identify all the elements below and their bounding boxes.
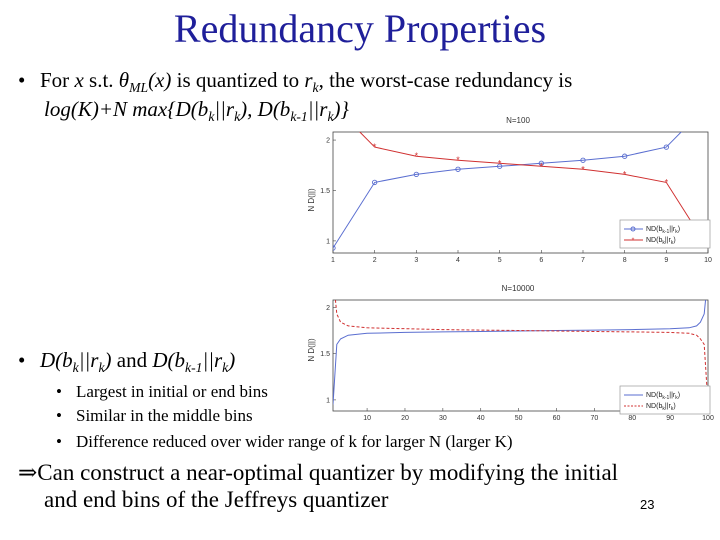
plot-n10000-ticks: 10 20 30 40 50 60 70 80 90 100 1 1.5 2 bbox=[320, 305, 714, 422]
p1-xtick-label: 8 bbox=[623, 257, 627, 264]
plot-n100-legend-entry-2: ND(bk||rk) bbox=[646, 237, 676, 246]
p2-xtick-label: 30 bbox=[439, 415, 447, 422]
p1-xtick-label: 7 bbox=[581, 257, 585, 264]
slide-number: 23 bbox=[640, 497, 655, 512]
p2-xtick-label: 60 bbox=[553, 415, 561, 422]
p1-xtick-label: 9 bbox=[664, 257, 668, 264]
bullet-dot: • bbox=[18, 348, 26, 372]
p1-xtick-label: 4 bbox=[456, 257, 460, 264]
plot-n100-ylabel: N D(||) bbox=[307, 188, 316, 212]
p1-point bbox=[538, 160, 544, 166]
plot-n100-series: ********** bbox=[333, 132, 708, 253]
bullet-redundancy-formula: log(K)+N max{D(bk||rk), D(bk-1||rk)} bbox=[44, 97, 349, 125]
plot-n10000-ylabel: N D(||) bbox=[307, 338, 316, 362]
p2-xtick-label: 90 bbox=[666, 415, 674, 422]
plot-n10000-title: N=10000 bbox=[502, 284, 535, 293]
plot-n100-legend: * ND(bk-1||rk) ND(bk||rk) bbox=[619, 219, 711, 249]
p1-point bbox=[372, 179, 378, 186]
slide-title: Redundancy Properties bbox=[173, 6, 547, 51]
p1-series-line bbox=[359, 132, 708, 249]
conclusion-line-1: ⇒Can construct a near-optimal quantizer … bbox=[18, 460, 619, 485]
plot-n10000-legend: ND(bk-1||rk) ND(bk||rk) bbox=[619, 385, 711, 415]
p1-point bbox=[333, 245, 336, 251]
p1-series-2: ********** bbox=[359, 132, 708, 253]
conclusion-line-2: and end bins of the Jeffreys quantizer bbox=[44, 487, 389, 512]
p1-xtick-label: 2 bbox=[373, 257, 377, 264]
p1-point bbox=[663, 144, 669, 150]
p1-point: * bbox=[665, 177, 669, 187]
svg-text:*: * bbox=[632, 238, 635, 245]
p2-xtick-label: 100 bbox=[702, 415, 714, 422]
bullet-redundancy: • For x s.t. θML(x) is quantized to rk, t… bbox=[18, 68, 573, 96]
p1-ytick-label: 1 bbox=[326, 238, 330, 245]
p2-xtick-label: 50 bbox=[515, 415, 523, 422]
p1-point: * bbox=[623, 169, 627, 179]
p1-xtick-label: 3 bbox=[414, 257, 418, 264]
plot-n10000-series bbox=[333, 300, 708, 405]
p2-xtick-label: 40 bbox=[477, 415, 485, 422]
p1-point: * bbox=[581, 164, 585, 174]
p1-ytick-label: 2 bbox=[326, 138, 330, 145]
p2-ytick-label: 2 bbox=[326, 305, 330, 312]
bullet-dot: • bbox=[18, 68, 26, 92]
plot-n10000: 10 20 30 40 50 60 70 80 90 100 1 1.5 2 N=10000 N D(|… bbox=[307, 284, 714, 422]
sub-bullet-difference: • Difference reduced over wider range of … bbox=[56, 432, 513, 451]
p2-frame-rect bbox=[332, 299, 709, 412]
p1-frame-rect bbox=[332, 131, 709, 254]
p2-series-2 bbox=[334, 300, 708, 405]
p2-xtick-label: 20 bbox=[401, 415, 409, 422]
plot-n10000-legend-entry-1: ND(bk-1||rk) bbox=[646, 392, 680, 401]
plot-n100-axes bbox=[332, 131, 709, 254]
plot-n100-legend-entry-1: ND(bk-1||rk) bbox=[646, 226, 680, 235]
p1-point bbox=[497, 163, 503, 169]
p1-ytick-label: 1.5 bbox=[320, 188, 330, 195]
p1-xtick-label: 10 bbox=[704, 257, 712, 264]
plot-n100-title: N=100 bbox=[506, 116, 530, 125]
p1-point: * bbox=[373, 142, 377, 152]
p2-ytick-label: 1.5 bbox=[320, 351, 330, 358]
p2-xtick-label: 10 bbox=[363, 415, 371, 422]
plot-n10000-legend-entry-2: ND(bk||rk) bbox=[646, 403, 676, 412]
p2-xtick-label: 80 bbox=[628, 415, 636, 422]
p2-xtick-label: 70 bbox=[590, 415, 598, 422]
plot-n10000-axes bbox=[332, 299, 709, 412]
p2-series-line bbox=[334, 300, 708, 405]
p1-point bbox=[413, 171, 419, 177]
p1-xtick-label: 5 bbox=[498, 257, 502, 264]
p1-point bbox=[622, 153, 628, 159]
p1-point: * bbox=[456, 155, 460, 165]
bullet-divergences: • D(bk||rk) and D(bk-1||rk) bbox=[18, 348, 236, 376]
sub-bullet-middle: • Similar in the middle bins bbox=[56, 406, 253, 425]
p1-xtick-label: 1 bbox=[331, 257, 335, 264]
p1-point bbox=[455, 166, 461, 172]
implies-arrow: ⇒ bbox=[18, 460, 38, 485]
p1-point bbox=[580, 157, 586, 163]
p1-point: * bbox=[498, 158, 502, 168]
p1-point: * bbox=[415, 151, 419, 161]
sub-bullet-initial-end: • Largest in initial or end bins bbox=[56, 382, 268, 401]
p1-point: * bbox=[540, 161, 544, 171]
p1-xtick-label: 6 bbox=[539, 257, 543, 264]
p2-ytick-label: 1 bbox=[326, 397, 330, 404]
plot-n100-ticks: 1 2 3 4 5 6 7 8 9 10 1 1.5 2 bbox=[320, 138, 712, 264]
